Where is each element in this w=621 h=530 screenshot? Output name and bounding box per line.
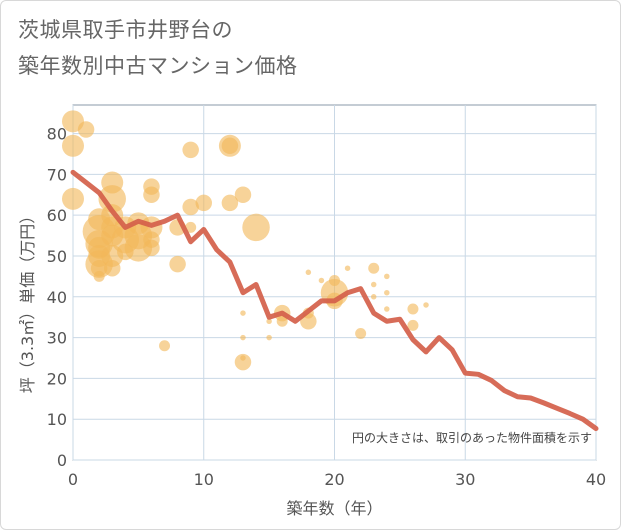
bubble-point <box>169 255 186 273</box>
x-tick-label: 40 <box>586 470 606 489</box>
x-tick-label: 30 <box>455 470 475 489</box>
x-tick-label: 0 <box>68 470 78 489</box>
y-tick-label: 30 <box>47 329 67 348</box>
bubble-point <box>240 334 246 341</box>
size-legend-note: 円の大きさは、取引のあった物件面積を示す <box>352 430 592 445</box>
bubble-point <box>93 270 105 282</box>
y-axis-label: 坪（3.3㎡）単価（万円） <box>18 208 37 393</box>
bubble-point <box>407 319 419 331</box>
bubble-point <box>195 194 212 212</box>
bubble-point <box>384 306 390 312</box>
bubble-point <box>305 269 312 276</box>
bubble-point <box>221 194 239 212</box>
y-tick-label: 10 <box>47 410 67 429</box>
y-tick-label: 80 <box>47 125 67 144</box>
bubble-point <box>182 141 199 159</box>
bubble-point <box>103 259 121 277</box>
y-tick-label: 70 <box>47 165 67 184</box>
bubble-point <box>370 294 377 300</box>
chart-title-line-1: 茨城県取手市井野台の <box>18 18 233 42</box>
x-axis-label: 築年数（年） <box>286 499 382 518</box>
chart-title: 茨城県取手市井野台の 築年数別中古マンション価格 <box>18 12 298 84</box>
tick-labels: 0 10 20 30 40 0 10 20 30 40 50 60 70 80 <box>47 125 607 489</box>
bubble-point <box>266 318 272 325</box>
bubble-point <box>185 221 197 233</box>
bubble-point <box>234 353 252 371</box>
bubble-point <box>242 213 270 242</box>
bubble-point <box>384 273 390 280</box>
bubble-point <box>90 259 108 277</box>
trend-line <box>70 169 599 432</box>
bubble-point <box>368 262 380 274</box>
bubble-point <box>143 186 160 204</box>
bubble-point <box>240 310 246 316</box>
bubble-point <box>77 121 95 138</box>
bubble-point <box>384 289 390 296</box>
bubble-point <box>182 198 199 216</box>
y-tick-label: 40 <box>47 288 67 307</box>
chart-title-line-2: 築年数別中古マンション価格 <box>18 54 298 78</box>
bubble-point <box>370 281 377 288</box>
bubble-point <box>221 137 239 155</box>
bubble-point <box>266 334 272 341</box>
bubble-point <box>234 186 252 204</box>
y-tick-label: 20 <box>47 369 67 388</box>
bubble-point <box>355 328 367 340</box>
bubble-point <box>62 187 84 210</box>
bubble-point <box>276 315 288 327</box>
x-tick-label: 20 <box>324 470 344 489</box>
bubble-point <box>407 303 419 315</box>
y-tick-label: 60 <box>47 206 67 225</box>
bubble-point <box>159 340 171 352</box>
bubble-point <box>423 302 429 308</box>
y-tick-label: 0 <box>57 451 67 470</box>
bubble-point <box>344 265 351 271</box>
bubble-point <box>143 239 160 257</box>
bubble-point <box>318 277 325 284</box>
trend-line-series <box>70 169 599 432</box>
y-tick-label: 50 <box>47 247 67 266</box>
x-tick-label: 10 <box>194 470 214 489</box>
bubble-point <box>62 134 84 157</box>
